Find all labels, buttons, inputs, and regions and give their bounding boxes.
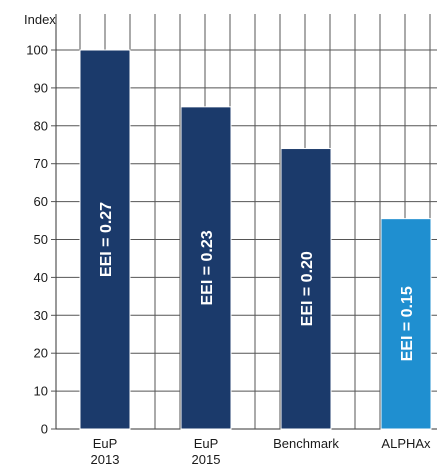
y-tick-label: 10 bbox=[34, 384, 48, 399]
bar bbox=[79, 49, 131, 430]
x-tick-label-line2: 2013 bbox=[91, 452, 120, 467]
y-tick-label: 0 bbox=[41, 422, 48, 437]
bar-data-label: EEI = 0.27 bbox=[98, 202, 115, 277]
y-tick-label: 80 bbox=[34, 118, 48, 133]
y-tick-label: 70 bbox=[34, 156, 48, 171]
y-tick-label: 30 bbox=[34, 308, 48, 323]
x-tick-label: EuP bbox=[93, 436, 118, 451]
bar-data-label: EEI = 0.15 bbox=[399, 286, 416, 361]
y-tick-label: 20 bbox=[34, 346, 48, 361]
y-axis: 0 10 20 30 40 50 60 70 80 90 100 bbox=[26, 43, 56, 437]
y-tick-label: 60 bbox=[34, 194, 48, 209]
y-tick-label: 100 bbox=[26, 43, 48, 58]
y-tick-label: 90 bbox=[34, 80, 48, 95]
bar-data-label: EEI = 0.23 bbox=[199, 230, 216, 305]
y-tick-label: 40 bbox=[34, 270, 48, 285]
x-tick-label: EuP bbox=[194, 436, 219, 451]
y-axis-label: Index bbox=[24, 12, 56, 27]
x-tick-label: ALPHAx bbox=[381, 436, 431, 451]
bar-data-label: EEI = 0.20 bbox=[299, 251, 316, 326]
bars: EEI = 0.27 EEI = 0.23 EEI = 0.20 EEI = 0.15 bbox=[79, 49, 432, 430]
bar bbox=[180, 106, 232, 430]
x-tick-label: Benchmark bbox=[273, 436, 339, 451]
bar bbox=[280, 148, 332, 430]
x-tick-label-line2: 2015 bbox=[192, 452, 221, 467]
bar bbox=[380, 218, 432, 430]
y-tick-label: 50 bbox=[34, 232, 48, 247]
